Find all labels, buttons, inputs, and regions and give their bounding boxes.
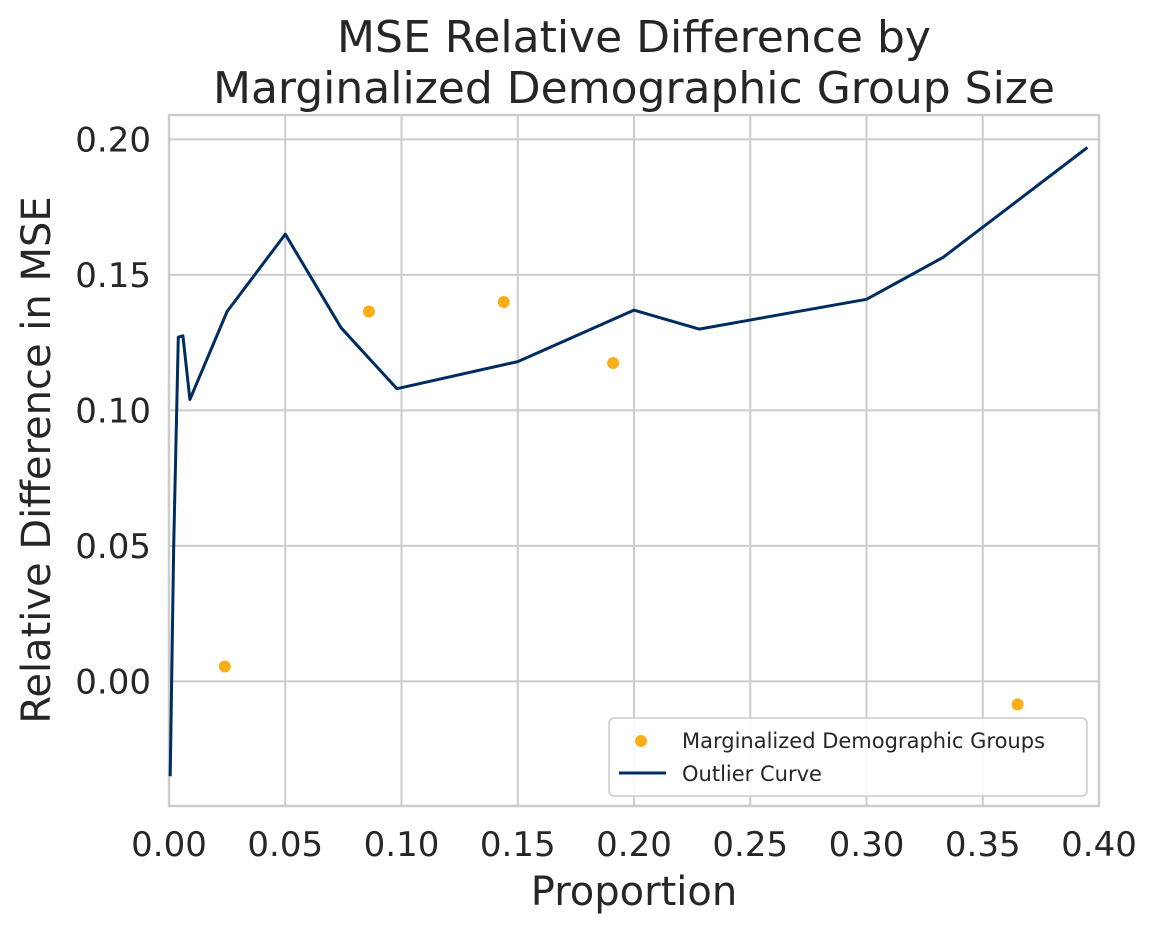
x-tick-label: 0.20 — [596, 825, 672, 865]
legend: Marginalized Demographic Groups Outlier … — [608, 717, 1088, 797]
x-axis-label: Proportion — [531, 869, 737, 915]
legend-scatter-label: Marginalized Demographic Groups — [682, 729, 1045, 753]
outlier-curve — [168, 146, 1089, 777]
y-axis-label: Relative Difference in MSE — [14, 196, 60, 723]
chart-title-line-1: MSE Relative Difference by — [337, 12, 931, 63]
x-tick-label: 0.05 — [247, 825, 323, 865]
scatter-point — [362, 305, 375, 318]
chart-title-line-2: Marginalized Demographic Group Size — [213, 63, 1055, 114]
legend-scatter-marker — [635, 735, 647, 747]
scatter-point — [218, 660, 231, 673]
legend-box — [608, 717, 1088, 797]
grid — [168, 115, 1100, 806]
y-tick-label: 0.15 — [75, 256, 151, 296]
x-tick-label: 0.00 — [131, 825, 207, 865]
y-tick-label: 0.20 — [75, 120, 151, 160]
scatter-point — [497, 295, 510, 308]
x-tick-label: 0.30 — [829, 825, 905, 865]
x-tick-label: 0.25 — [712, 825, 788, 865]
x-tick-label: 0.35 — [945, 825, 1021, 865]
outlier-curve-line — [168, 146, 1089, 777]
y-tick-label: 0.05 — [75, 527, 151, 567]
y-axis-ticks: 0.00 0.05 0.10 0.15 0.20 — [75, 120, 151, 702]
legend-line-label: Outlier Curve — [682, 762, 822, 786]
x-tick-label: 0.10 — [364, 825, 440, 865]
scatter-point — [1011, 698, 1024, 711]
x-tick-label: 0.40 — [1061, 825, 1137, 865]
scatter-points — [218, 295, 1024, 711]
y-tick-label: 0.00 — [75, 662, 151, 702]
x-axis-ticks: 0.00 0.05 0.10 0.15 0.20 0.25 0.30 0.35 0.40 — [131, 825, 1137, 865]
x-tick-label: 0.15 — [480, 825, 556, 865]
scatter-point — [607, 356, 620, 369]
y-tick-label: 0.10 — [75, 391, 151, 431]
plot-frame — [167, 113, 1101, 808]
